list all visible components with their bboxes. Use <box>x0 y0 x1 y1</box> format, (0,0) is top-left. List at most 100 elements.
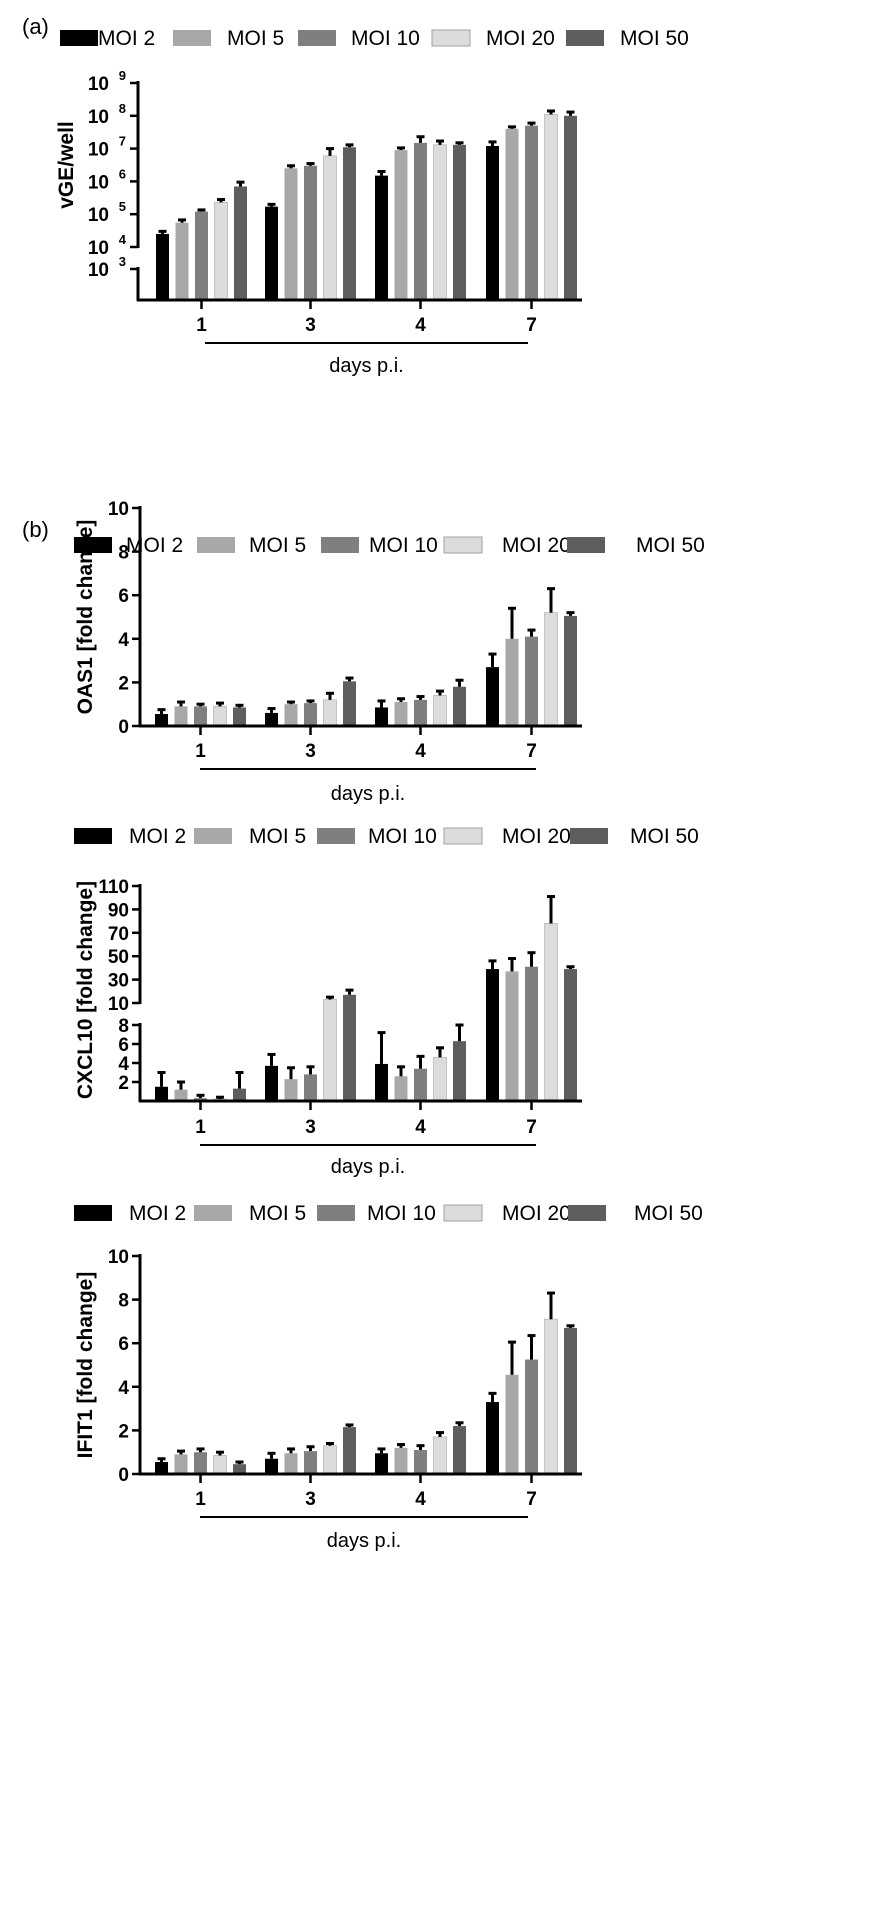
bar <box>375 707 388 726</box>
legend-swatch <box>431 29 471 47</box>
y-tick-label: 10 <box>88 172 109 193</box>
x-tick-label: 1 <box>196 315 207 336</box>
bar <box>564 115 577 300</box>
y-tick-exponent: 3 <box>119 254 126 269</box>
bar <box>394 150 408 300</box>
y-tick-exponent: 4 <box>119 232 127 247</box>
y-axis-title: CXCL10 [fold change] <box>74 881 97 1099</box>
bar <box>453 686 466 726</box>
legend-label: MOI 2 <box>129 1202 186 1225</box>
y-tick-label: 10 <box>88 107 109 128</box>
bar <box>343 994 356 1101</box>
y-tick-label: 8 <box>118 543 129 564</box>
legend-label: MOI 5 <box>227 27 284 50</box>
bar <box>323 1445 337 1475</box>
legend-label: MOI 20 <box>502 825 571 848</box>
legend-label: MOI 10 <box>351 27 420 50</box>
bar <box>505 1374 519 1474</box>
legend-swatch <box>173 30 211 46</box>
legend-swatch <box>194 828 232 844</box>
legend-swatch <box>74 828 112 844</box>
bar <box>394 1076 408 1101</box>
y-tick-label: 4 <box>118 1054 129 1075</box>
x-tick-label: 4 <box>415 1117 426 1138</box>
y-tick-exponent: 6 <box>119 166 126 181</box>
chart-vge: MOI 2 MOI 5 MOI 10 MOI 20 MOI 50 10 3 10 4 10 5 10 6… <box>55 27 689 377</box>
y-tick-label: 10 <box>108 499 129 520</box>
x-tick-label: 3 <box>305 741 316 762</box>
legend-swatch <box>74 1205 112 1221</box>
bar <box>194 706 207 726</box>
y-tick-base: 10 <box>88 140 109 161</box>
bar <box>544 1318 558 1475</box>
bar <box>525 636 538 726</box>
y-tick-label: 10 <box>108 994 129 1015</box>
bar <box>284 1079 298 1101</box>
legend-swatch <box>194 1205 232 1221</box>
bar <box>414 142 427 300</box>
bar <box>155 1086 168 1101</box>
bar <box>505 128 519 300</box>
bar <box>433 1056 447 1102</box>
x-tick-label: 3 <box>305 1489 316 1510</box>
y-tick-label: 10 <box>88 238 109 259</box>
bar <box>265 712 278 726</box>
x-tick-label: 4 <box>415 741 426 762</box>
y-axis-title: vGE/well <box>55 121 78 209</box>
legend-swatch <box>443 827 483 845</box>
panel-label-a: (a) <box>22 14 49 39</box>
y-tick-base: 10 <box>88 74 109 95</box>
legend-swatch <box>197 537 235 553</box>
legend-swatch <box>566 30 604 46</box>
legend-label: MOI 20 <box>486 27 555 50</box>
legend-swatch <box>74 537 112 553</box>
legend-swatch <box>317 1205 355 1221</box>
bar <box>343 1427 356 1474</box>
bar <box>174 1089 188 1101</box>
y-tick-base: 10 <box>88 205 109 226</box>
bar <box>265 1065 278 1101</box>
y-tick-exponent: 5 <box>119 199 126 214</box>
legend-swatch <box>570 828 608 844</box>
legend-swatch <box>321 537 359 553</box>
legend-label: MOI 5 <box>249 1202 306 1225</box>
bar <box>414 699 427 726</box>
bar <box>394 702 408 726</box>
y-tick-label: 8 <box>118 1291 129 1312</box>
legend-label: MOI 50 <box>636 534 705 557</box>
chart-ifit1: MOI 2 MOI 5 MOI 10 MOI 20 MOI 50 0 2 4 6 8 10 1 3 4 7 d… <box>74 1202 703 1552</box>
bar <box>564 1327 577 1474</box>
bar <box>505 638 519 726</box>
y-tick-label: 4 <box>118 1378 129 1399</box>
y-tick-exponent: 8 <box>119 101 126 116</box>
bar <box>174 706 188 726</box>
bar <box>233 1088 246 1101</box>
y-tick-label: 0 <box>118 717 129 738</box>
legend-label: MOI 50 <box>620 27 689 50</box>
legend-label: MOI 2 <box>129 825 186 848</box>
chart-oas1: MOI 2 MOI 5 MOI 10 MOI 20 MOI 50 0 2 4 6 8 10 1 3 4 7 d… <box>74 499 705 805</box>
y-tick-label: 6 <box>118 586 129 607</box>
bar <box>433 144 447 301</box>
bar <box>155 1462 168 1474</box>
x-axis-title: days p.i. <box>327 1530 401 1552</box>
bar <box>525 125 538 300</box>
y-tick-label: 2 <box>118 1421 129 1442</box>
y-tick-label: 0 <box>118 1465 129 1486</box>
y-tick-label: 4 <box>118 630 129 651</box>
bar <box>525 1359 538 1474</box>
y-axis-title: IFIT1 [fold change] <box>74 1272 97 1459</box>
legend-label: MOI 20 <box>502 534 571 557</box>
bar <box>194 1452 207 1474</box>
bar <box>265 1458 278 1474</box>
bar <box>525 966 538 1101</box>
legend-label: MOI 10 <box>368 825 437 848</box>
legend-label: MOI 50 <box>634 1202 703 1225</box>
x-tick-label: 3 <box>305 315 316 336</box>
y-tick-label: 6 <box>118 1035 129 1056</box>
bar <box>505 971 519 1101</box>
y-tick-label: 2 <box>118 1073 129 1094</box>
chart-cxcl10: MOI 2 MOI 5 MOI 10 MOI 20 MOI 50246810305070… <box>74 825 699 1178</box>
y-tick-label: 2 <box>118 673 129 694</box>
bar <box>414 1450 427 1474</box>
